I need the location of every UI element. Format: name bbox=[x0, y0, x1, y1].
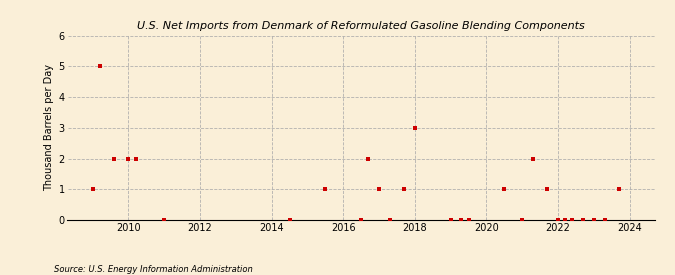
Point bbox=[87, 187, 98, 191]
Point bbox=[159, 218, 169, 222]
Point bbox=[599, 218, 610, 222]
Point bbox=[95, 64, 105, 69]
Point bbox=[528, 156, 539, 161]
Point bbox=[578, 218, 589, 222]
Point bbox=[320, 187, 331, 191]
Point bbox=[130, 156, 141, 161]
Point bbox=[363, 156, 374, 161]
Point bbox=[446, 218, 456, 222]
Point bbox=[589, 218, 599, 222]
Point bbox=[517, 218, 528, 222]
Point bbox=[614, 187, 624, 191]
Point bbox=[542, 187, 553, 191]
Point bbox=[499, 187, 510, 191]
Point bbox=[374, 187, 385, 191]
Point bbox=[567, 218, 578, 222]
Y-axis label: Thousand Barrels per Day: Thousand Barrels per Day bbox=[45, 64, 54, 191]
Point bbox=[560, 218, 570, 222]
Point bbox=[463, 218, 474, 222]
Point bbox=[284, 218, 295, 222]
Point bbox=[123, 156, 134, 161]
Point bbox=[109, 156, 119, 161]
Point bbox=[384, 218, 395, 222]
Point bbox=[356, 218, 367, 222]
Text: Source: U.S. Energy Information Administration: Source: U.S. Energy Information Administ… bbox=[54, 265, 252, 274]
Point bbox=[456, 218, 467, 222]
Point bbox=[553, 218, 564, 222]
Title: U.S. Net Imports from Denmark of Reformulated Gasoline Blending Components: U.S. Net Imports from Denmark of Reformu… bbox=[137, 21, 585, 31]
Point bbox=[410, 126, 421, 130]
Point bbox=[399, 187, 410, 191]
